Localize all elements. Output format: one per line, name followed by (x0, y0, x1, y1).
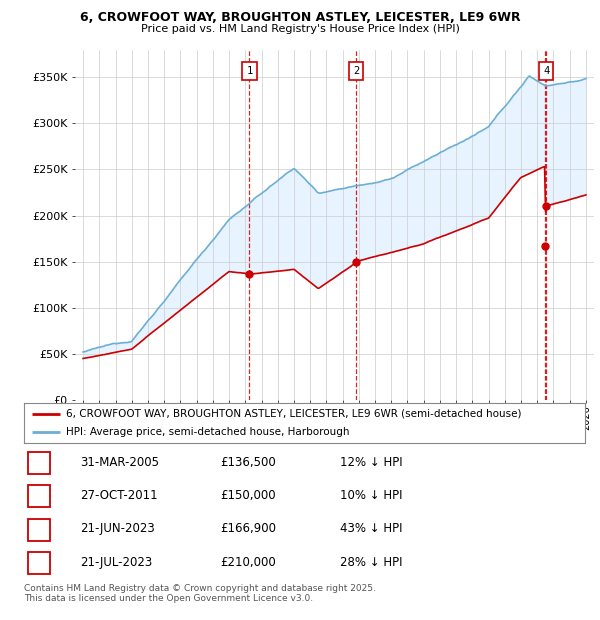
Text: Contains HM Land Registry data © Crown copyright and database right 2025.
This d: Contains HM Land Registry data © Crown c… (24, 584, 376, 603)
Text: 10% ↓ HPI: 10% ↓ HPI (340, 489, 403, 502)
FancyBboxPatch shape (539, 61, 553, 80)
Bar (28, 552, 50, 574)
Text: 1: 1 (35, 456, 43, 469)
Text: 4: 4 (543, 66, 549, 76)
Text: 6, CROWFOOT WAY, BROUGHTON ASTLEY, LEICESTER, LE9 6WR: 6, CROWFOOT WAY, BROUGHTON ASTLEY, LEICE… (80, 11, 520, 24)
Text: 2: 2 (353, 66, 359, 76)
Text: 21-JUL-2023: 21-JUL-2023 (80, 556, 152, 569)
Text: 6, CROWFOOT WAY, BROUGHTON ASTLEY, LEICESTER, LE9 6WR (semi-detached house): 6, CROWFOOT WAY, BROUGHTON ASTLEY, LEICE… (66, 409, 521, 419)
Text: 12% ↓ HPI: 12% ↓ HPI (340, 456, 403, 469)
Text: 3: 3 (35, 522, 43, 535)
Bar (28, 519, 50, 541)
Text: £210,000: £210,000 (220, 556, 276, 569)
Text: HPI: Average price, semi-detached house, Harborough: HPI: Average price, semi-detached house,… (66, 427, 350, 438)
Text: £136,500: £136,500 (220, 456, 276, 469)
Text: £166,900: £166,900 (220, 522, 276, 535)
Text: 28% ↓ HPI: 28% ↓ HPI (340, 556, 403, 569)
Text: 2: 2 (35, 489, 43, 502)
Text: 4: 4 (35, 556, 43, 569)
Text: 43% ↓ HPI: 43% ↓ HPI (340, 522, 403, 535)
FancyBboxPatch shape (242, 61, 257, 80)
Text: £150,000: £150,000 (220, 489, 275, 502)
Bar (28, 452, 50, 474)
Text: 31-MAR-2005: 31-MAR-2005 (80, 456, 159, 469)
FancyBboxPatch shape (349, 61, 364, 80)
Text: 21-JUN-2023: 21-JUN-2023 (80, 522, 155, 535)
Text: Price paid vs. HM Land Registry's House Price Index (HPI): Price paid vs. HM Land Registry's House … (140, 24, 460, 33)
Text: 27-OCT-2011: 27-OCT-2011 (80, 489, 158, 502)
Bar (28, 485, 50, 507)
Text: 1: 1 (246, 66, 253, 76)
